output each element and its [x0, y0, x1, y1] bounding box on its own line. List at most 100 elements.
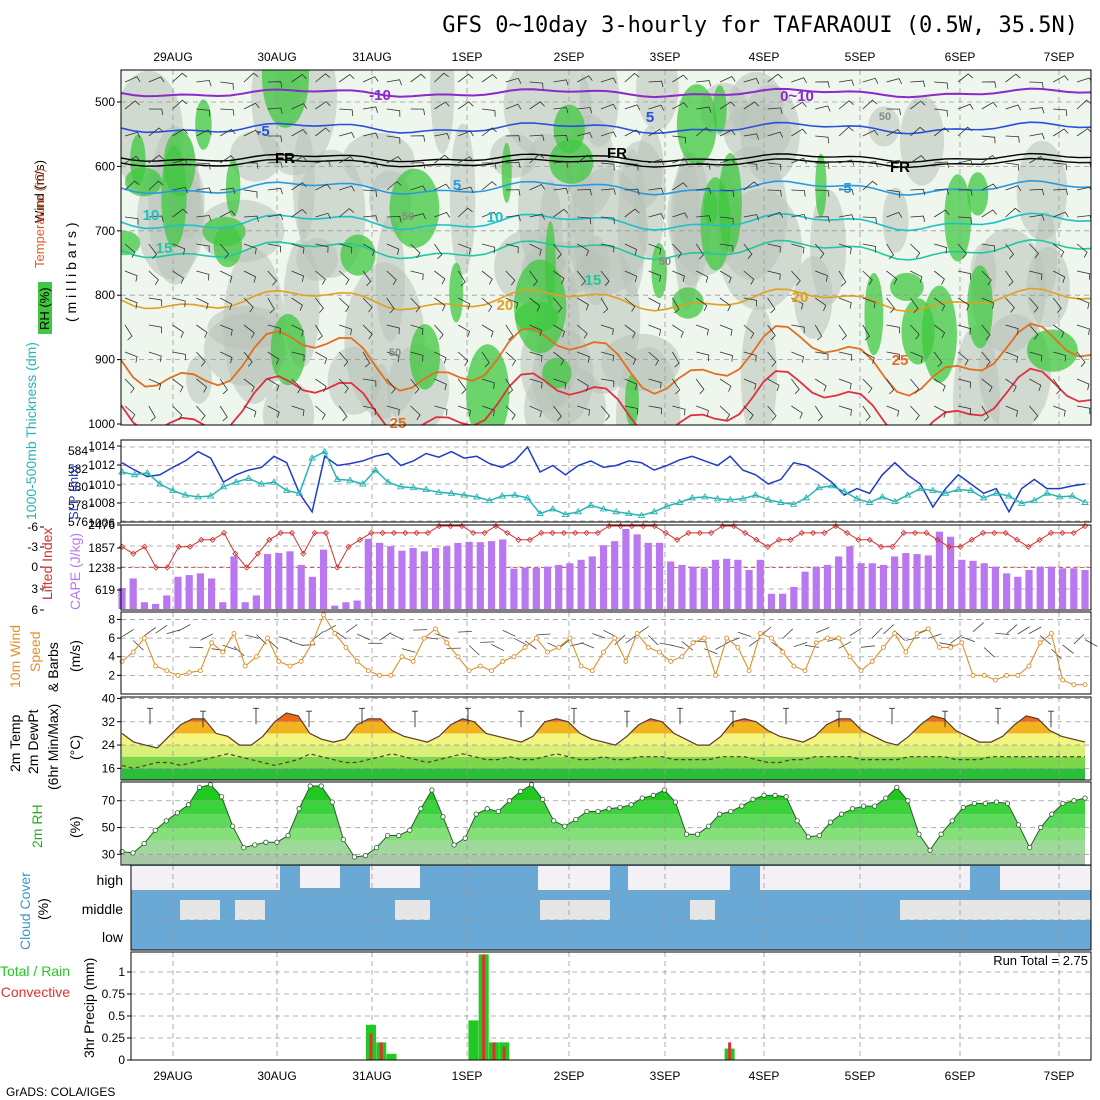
li-marker [356, 536, 363, 543]
wind-barb [148, 154, 164, 164]
wind-barb [362, 405, 377, 416]
wind-barb [838, 351, 853, 361]
thickness-marker [333, 475, 342, 482]
minmax-bar [836, 710, 842, 728]
rh-shade-green [967, 172, 989, 216]
wind-barb [576, 297, 589, 311]
li-marker [266, 536, 273, 543]
wind10-marker [1015, 672, 1021, 678]
li-marker [764, 543, 771, 550]
wind-barb [957, 159, 974, 166]
wind10-barb [905, 637, 920, 641]
wind-barb [410, 270, 424, 281]
wind10-barb [379, 632, 392, 641]
date-label-bottom: 6SEP [945, 1069, 976, 1083]
cape-bar [767, 593, 776, 609]
wind-barb [434, 351, 447, 364]
wind-barb [695, 297, 708, 312]
wind-barb [838, 79, 855, 86]
tick-label: 800 [95, 288, 115, 302]
cape-bar [902, 553, 910, 609]
wind-barb [815, 270, 828, 282]
wind10-barb [1062, 644, 1074, 654]
wind-barb [386, 108, 401, 117]
wind10-marker [925, 626, 931, 632]
wind-barb [886, 128, 903, 137]
wind-barb [338, 378, 349, 394]
wind-barb [672, 243, 682, 259]
cape-bar [207, 578, 216, 609]
cape-bar [555, 564, 563, 609]
thickness-marker [1068, 492, 1077, 499]
precip-label-total: Total / Rain [0, 963, 70, 979]
minmax-bar [624, 710, 630, 728]
rh-shade-green [261, 70, 309, 128]
wind-barb [220, 351, 233, 364]
wind-barb [743, 405, 754, 421]
rh-shade-grey [899, 95, 945, 186]
tick-label: 32 [102, 715, 116, 729]
wind-barb [624, 129, 641, 137]
wind10-barb [1039, 635, 1052, 645]
li-marker [878, 543, 885, 550]
wind-barb [481, 351, 490, 368]
wind-barb [767, 243, 781, 253]
wind-barb [791, 351, 804, 363]
li-marker [220, 529, 228, 536]
rh-band [122, 854, 1085, 865]
wind-barb [600, 243, 615, 253]
li-marker [742, 529, 749, 536]
wind-barb [815, 81, 830, 88]
wind-barb [862, 243, 877, 253]
wind-barb [410, 135, 426, 142]
rh-marker [706, 823, 712, 829]
rh-marker [130, 850, 136, 856]
wind-barb [838, 159, 855, 166]
wind-barb [672, 102, 688, 110]
credit-text: GrADS: COLA/IGES [6, 1085, 115, 1099]
rh-shade-grey [740, 305, 777, 425]
li-marker [832, 522, 839, 530]
thickness-line [121, 450, 1086, 517]
wind-barb [481, 297, 493, 312]
wind-barb [291, 182, 307, 191]
li-marker [934, 536, 941, 543]
wind-barb [791, 243, 805, 254]
li-marker [696, 529, 703, 536]
wind-barb [434, 324, 444, 340]
wind10-marker [847, 654, 853, 660]
wind10-unit: (m/s) [67, 640, 83, 672]
wind-barb [1005, 104, 1022, 111]
wind10-marker [410, 658, 416, 664]
wind10-barb [166, 629, 181, 635]
wind-barb [600, 77, 617, 84]
date-label-bottom: 7SEP [1044, 1069, 1075, 1083]
date-label-bottom: 29AUG [153, 1069, 192, 1083]
rh-marker [329, 799, 335, 805]
tick-label: 578 [68, 498, 88, 512]
wind-barb [1005, 162, 1020, 171]
tick-label: 4 [108, 650, 115, 664]
wind-barb [243, 162, 259, 169]
wind-barb [1029, 155, 1045, 164]
wind-barb [1029, 405, 1039, 421]
thickness-marker [853, 494, 861, 502]
cape-bar [454, 542, 462, 609]
cape-bar [879, 564, 888, 609]
wind-barb [1052, 297, 1062, 313]
cape-bar [543, 566, 552, 609]
thickness-marker [143, 469, 152, 476]
thickness-marker [637, 511, 646, 518]
wind10-marker [141, 635, 147, 641]
thickness-marker [346, 476, 354, 483]
cape-bar [812, 566, 820, 609]
wind-barb [220, 81, 234, 90]
li-marker [810, 529, 817, 536]
thickness-marker [308, 454, 316, 461]
rh-shade-green [195, 99, 212, 150]
contour-label: 10 [143, 207, 160, 224]
cape-bar [409, 547, 417, 609]
precip-conv-bar [369, 1033, 373, 1060]
wind-barb [196, 79, 212, 87]
wind10-barb [177, 624, 191, 632]
